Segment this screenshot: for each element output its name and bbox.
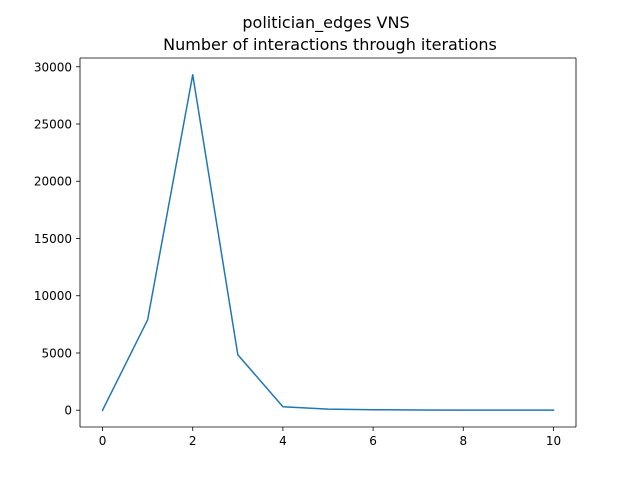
y-tick-label: 25000 bbox=[34, 118, 72, 132]
y-tick-label: 30000 bbox=[34, 60, 72, 74]
x-tick-label: 4 bbox=[279, 434, 287, 448]
chart-subtitle: Number of interactions through iteration… bbox=[163, 35, 497, 54]
data-series-line bbox=[101, 74, 555, 412]
x-tick-label: 8 bbox=[459, 434, 467, 448]
plot-area: 0 2 4 6 8 10 0 5000 10000 15000 20000 25000 30000 bbox=[34, 57, 577, 448]
x-tick-label: 10 bbox=[546, 434, 561, 448]
y-tick-label: 10000 bbox=[34, 289, 72, 303]
x-tick-label: 6 bbox=[369, 434, 377, 448]
y-tick-label: 5000 bbox=[41, 346, 72, 360]
y-tick-label: 0 bbox=[64, 404, 72, 418]
y-tick-label: 20000 bbox=[34, 175, 72, 189]
y-tick-label: 15000 bbox=[34, 232, 72, 246]
chart-title: politician_edges VNS bbox=[242, 13, 409, 33]
x-tick-label: 0 bbox=[99, 434, 107, 448]
x-tick-label: 2 bbox=[189, 434, 197, 448]
